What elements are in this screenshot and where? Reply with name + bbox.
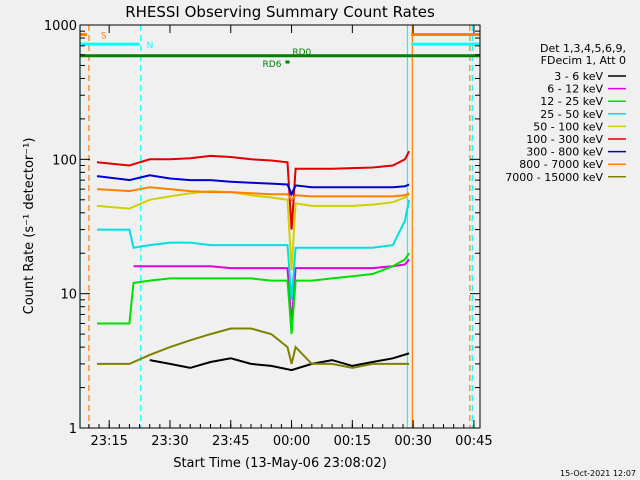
legend-label-7: 800 - 7000 keV	[519, 158, 603, 171]
y-tick-label-1: 10	[60, 288, 77, 303]
x-tick-label-1: 23:30	[151, 434, 188, 449]
x-tick-label-4: 00:15	[334, 434, 371, 449]
series-line-5	[96, 150, 410, 230]
legend-label-3: 25 - 50 keV	[540, 108, 603, 121]
y-tick-label-3: 1000	[44, 19, 77, 34]
legend-label-2: 12 - 25 keV	[540, 95, 603, 108]
flag-label-2: RD0	[292, 48, 311, 58]
x-tick-label-3: 00:00	[273, 434, 310, 449]
legend-label-4: 50 - 100 keV	[533, 120, 603, 133]
flag-label-0: S	[101, 31, 107, 41]
legend-label-8: 7000 - 15000 keV	[505, 171, 603, 184]
series-line-3	[97, 199, 411, 300]
legend: Det 1,3,4,5,6,9,FDecim 1, Att 0 3 - 6 keV…	[505, 42, 626, 184]
flag-label-3: RD6	[263, 60, 282, 70]
x-tick-label-0: 23:15	[90, 434, 127, 449]
plot-frame	[79, 24, 481, 429]
series-group	[96, 150, 411, 372]
legend-label-1: 6 - 12 keV	[547, 83, 603, 96]
x-axis-label: Start Time (13-May-06 23:08:02)	[173, 456, 387, 471]
series-line-8	[97, 327, 410, 369]
legend-label-6: 300 - 800 keV	[526, 146, 603, 159]
y-tick-label-0: 1	[69, 422, 77, 437]
series-line-7	[96, 186, 410, 202]
legend-header-0: Det 1,3,4,5,6,9,	[540, 42, 626, 55]
x-tick-label-5: 00:30	[394, 434, 431, 449]
vertical-markers	[79, 25, 473, 428]
series-line-6	[96, 174, 410, 197]
chart-title: RHESSI Observing Summary Count Rates	[125, 3, 435, 21]
x-tick-label-6: 00:45	[455, 434, 492, 449]
legend-label-5: 100 - 300 keV	[526, 133, 603, 146]
series-line-4	[96, 190, 410, 271]
legend-label-0: 3 - 6 keV	[554, 70, 603, 83]
flag-bars: S N RD0 RD6	[80, 31, 480, 70]
series-line-2	[97, 252, 410, 335]
x-axis: 23:15 23:30 23:45 00:00 00:15 00:30 00:45	[88, 25, 493, 449]
y-tick-label-2: 100	[52, 153, 77, 168]
y-axis-label: Count Rate (s⁻¹ detector⁻¹)	[22, 138, 37, 315]
legend-header-1: FDecim 1, Att 0	[541, 54, 626, 67]
flag-label-1: N	[147, 41, 154, 51]
x-tick-label-2: 23:45	[212, 434, 249, 449]
series-line-0	[149, 352, 410, 372]
y-axis: 1 10 100 1000	[44, 19, 480, 437]
footer-timestamp: 15-Oct-2021 12:07	[560, 469, 636, 478]
